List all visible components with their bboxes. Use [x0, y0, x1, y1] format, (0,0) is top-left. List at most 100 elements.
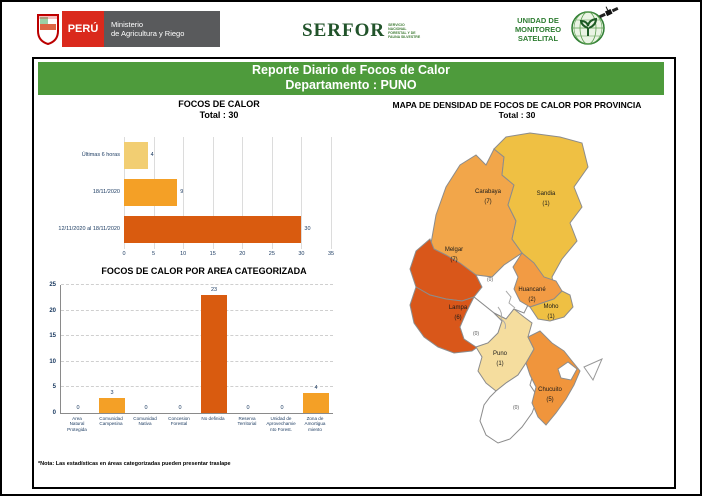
satellite-monitoring-unit-label: UNIDAD DE MONITOREO SATELITAL	[514, 16, 562, 43]
province-label-carabaya: (7)	[484, 199, 491, 205]
chart2-column: 0	[231, 285, 265, 413]
chart1-title: FOCOS DE CALOR Total : 30	[178, 99, 260, 120]
chart1-tick-label: 30	[298, 251, 305, 257]
province-label-huancane: (2)	[528, 297, 535, 303]
chart2-category-label: Unidad de Aprovechamie nto Forest.	[266, 416, 296, 432]
chart2-value-label: 0	[280, 405, 284, 411]
province-label-sandia: (1)	[542, 201, 549, 207]
chart2-gridline	[61, 309, 333, 311]
chart2-category-label: No definida	[201, 416, 225, 421]
ministry-line-2: de Agricultura y Riego	[111, 29, 185, 38]
chart2-plot-area: 0 3 0 0 23 0 0 4	[60, 284, 333, 414]
chart2-value-label: 23	[210, 287, 218, 294]
chart1-gridline	[301, 137, 303, 249]
chart2-value-label: 0	[76, 405, 80, 411]
peru-logo: PERÚ	[62, 11, 104, 47]
province-label-chucuito: (5)	[546, 397, 553, 403]
report-title-bar: Reporte Diario de Focos de Calor Departa…	[38, 62, 664, 95]
chart2-category-label: Concesion Forestal	[168, 416, 190, 427]
chart2-bar-4	[201, 295, 227, 413]
chart1-value-label: 30	[304, 226, 311, 232]
province-label-lampa: Lampa	[449, 305, 468, 311]
chart1-tick-label: 35	[327, 251, 335, 257]
province-moho	[529, 290, 574, 322]
chart2-gridline	[61, 284, 333, 285]
chart2-column: 4	[299, 285, 333, 413]
chart2-tick-label: 25	[49, 282, 56, 288]
chart2-category-label: Comunidad Campesina	[99, 416, 123, 427]
chart2-category-label: Area Natural Protegida	[67, 416, 87, 432]
province-label-moho: Moho	[543, 304, 559, 310]
footnote: *Nota: Las estadísticas en áreas categor…	[38, 461, 231, 467]
globe-tree-logo-icon	[571, 11, 605, 45]
lake-shoreline	[497, 306, 506, 330]
province-label-melgar: Melgar	[445, 247, 463, 253]
province-label-puno: (1)	[496, 361, 503, 367]
province-label-sandia: Sandia	[537, 191, 556, 197]
serfor-tagline: SERVICIO NACIONAL FORESTAL Y DE FAUNA SI…	[388, 23, 421, 39]
chart1-category-label: 12/11/2020 al 18/11/2020	[58, 226, 120, 232]
chart1-tick-label: 5	[152, 251, 156, 257]
chart2-tick-label: 15	[49, 333, 56, 340]
chart2-column: 0	[129, 285, 163, 413]
chart1-category-labels: Últimas 6 horas 18/11/2020 12/11/2020 al 1…	[36, 137, 122, 249]
chart1-tick-label: 15	[209, 251, 216, 257]
province-label-chucuito: Chucuito	[538, 387, 562, 393]
chart1-tick-label: 20	[239, 251, 246, 257]
province-label-melgar: (7)	[450, 257, 457, 263]
chart1-tick-label: 0	[122, 251, 126, 257]
chart2-category-label: Reserva Territorial	[237, 416, 257, 427]
chart2-column: 23	[197, 285, 231, 413]
chart2-category-label: Zona de Amortigua miento	[304, 416, 326, 432]
chart2-title: FOCOS DE CALOR POR AREA CATEGORIZADA	[101, 266, 307, 276]
ministry-logo: Ministerio de Agricultura y Riego	[104, 11, 220, 47]
province-label-carabaya: Carabaya	[475, 189, 502, 195]
peru-coat-of-arms-icon	[37, 14, 59, 45]
chart2-bar-1	[99, 397, 125, 413]
chart1-gridline	[331, 137, 332, 249]
chart2-gridline	[61, 335, 333, 337]
report-body: Reporte Diario de Focos de Calor Departa…	[32, 57, 676, 489]
province-label-puno: Puno	[493, 351, 508, 357]
chart2-gridline	[61, 360, 333, 362]
serfor-wordmark: SERFOR	[302, 20, 386, 41]
chart1-bar-0	[124, 142, 148, 169]
peru-label: PERÚ	[67, 23, 99, 35]
chart1-x-axis: 0 5 10 15 20 25 30 35	[122, 251, 335, 261]
chart1-tick-label: 10	[180, 251, 187, 257]
province-collao	[479, 362, 539, 444]
lake-shoreline	[505, 290, 516, 309]
chart2-value-label: 3	[110, 389, 114, 396]
chart2-value-label: 4	[314, 384, 318, 391]
province-label-sanroman: (0)	[473, 331, 479, 337]
chart1-gridline	[271, 137, 273, 249]
province-label-huancane: Huancané	[518, 287, 546, 293]
chart1-value-label: 9	[180, 189, 184, 195]
chart2-value-label: 0	[246, 405, 250, 411]
chart1-value-label: 4	[150, 152, 154, 158]
chart2-bar-7	[303, 392, 329, 413]
chart1-gridline	[183, 137, 185, 249]
report-title-line1: Reporte Diario de Focos de Calor	[252, 63, 450, 77]
province-label-azangaro: (0)	[487, 277, 493, 283]
map-title: MAPA DE DENSIDAD DE FOCOS DE CALOR POR P…	[392, 100, 642, 120]
chart1-plot-area: 4 9 30	[124, 137, 332, 249]
chart1-bar-2	[124, 216, 302, 243]
province-chucuito	[525, 330, 581, 426]
chart1-tick-label: 25	[268, 251, 275, 257]
chart2-tick-label: 0	[52, 410, 56, 416]
serfor-logo: SERFOR SERVICIO NACIONAL FORESTAL Y DE F…	[302, 20, 420, 42]
ministry-line-1: Ministerio	[111, 20, 144, 29]
chart2-value-label: 0	[144, 405, 148, 411]
chart2-gridline	[61, 386, 333, 388]
satellite-icon	[599, 6, 619, 19]
chart1-category-label: Últimas 6 horas	[81, 152, 120, 158]
chart1-gridline	[212, 137, 214, 249]
province-label-lampa: (6)	[454, 315, 461, 321]
chart2-value-label: 0	[178, 405, 182, 411]
chart2-tick-label: 10	[49, 358, 56, 365]
chart1-bar-1	[124, 179, 178, 206]
province-yunguyo	[557, 361, 578, 381]
chart1-focos-de-calor: Últimas 6 horas 18/11/2020 12/11/2020 al 1…	[36, 137, 366, 269]
